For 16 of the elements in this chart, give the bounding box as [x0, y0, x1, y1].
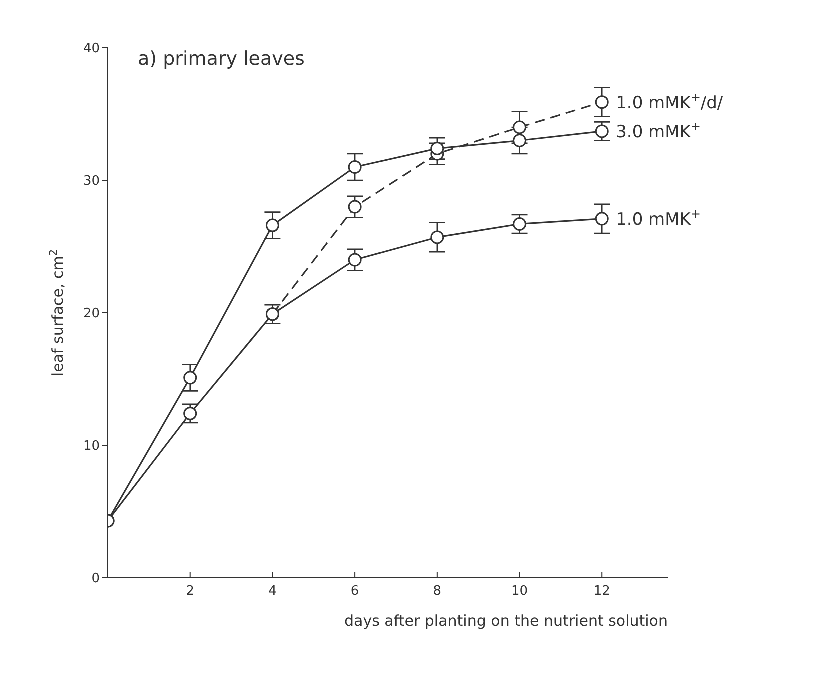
series-label: 1.0 mMK$^{+}$/d/ [616, 90, 724, 114]
x-tick-label: 10 [511, 584, 528, 600]
x-tick-label: 12 [594, 584, 610, 600]
x-tick-label: 2 [186, 584, 194, 600]
x-tick-label: 6 [350, 584, 360, 600]
y-tick-label: 40 [83, 42, 100, 57]
series-label: 3.0 mMK$^{+}$ [616, 119, 701, 142]
x-tick-label: 4 [268, 584, 277, 600]
series-label: 1.0 mMK$^{+}$ [616, 206, 701, 230]
x-axis-title: days after planting on the nutrient solution [344, 612, 668, 630]
chart-title: a) primary leaves [138, 48, 305, 70]
y-tick-label: 0 [92, 572, 100, 587]
x-tick-label: 8 [433, 584, 442, 600]
y-tick-label: 20 [83, 306, 100, 322]
y-tick-label: 30 [83, 174, 100, 190]
y-tick-label: 10 [83, 439, 100, 454]
